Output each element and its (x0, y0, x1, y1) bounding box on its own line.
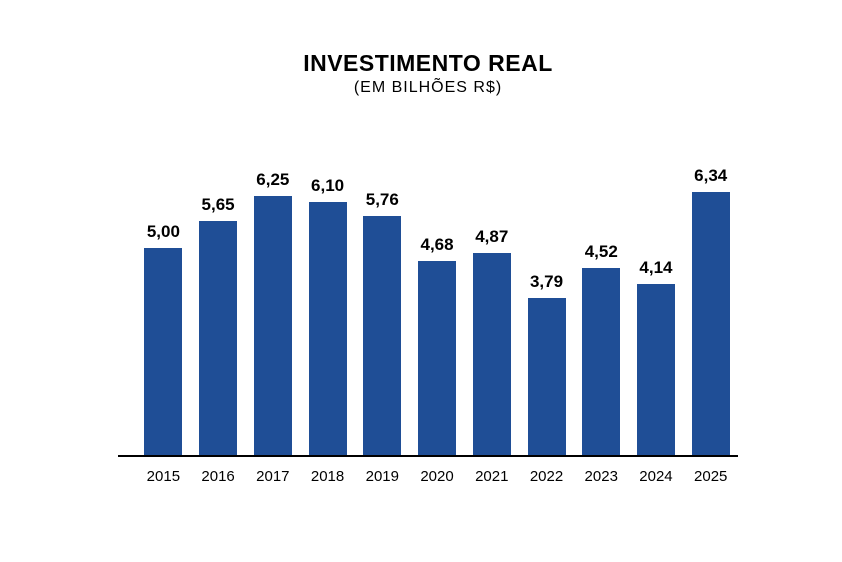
plot-area: 5,00 5,65 6,25 6,10 5,76 4,68 4,87 3,79 4,52 4,14… (118, 167, 738, 457)
bar (144, 248, 182, 455)
x-axis-label: 2025 (683, 468, 738, 485)
bar-value-label: 5,00 (147, 222, 180, 242)
bar (528, 298, 566, 455)
x-axis-label: 2016 (191, 468, 246, 485)
bar-value-label: 6,10 (311, 176, 344, 196)
bar-group: 5,00 (136, 222, 191, 455)
bar-value-label: 4,52 (585, 242, 618, 262)
bar (254, 196, 292, 455)
x-axis-label: 2020 (410, 468, 465, 485)
bar (309, 202, 347, 455)
bar-group: 4,68 (410, 235, 465, 455)
bar-group: 4,52 (574, 242, 629, 455)
x-axis-label: 2023 (574, 468, 629, 485)
x-axis-label: 2024 (629, 468, 684, 485)
bar-group: 4,14 (629, 258, 684, 456)
bar (582, 268, 620, 455)
bar-value-label: 5,76 (366, 190, 399, 210)
bar-group: 6,10 (300, 176, 355, 455)
bar-value-label: 4,68 (420, 235, 453, 255)
bar-group: 3,79 (519, 272, 574, 455)
bar-group: 5,65 (191, 195, 246, 455)
bar (473, 253, 511, 455)
bar (692, 192, 730, 455)
bar-group: 4,87 (464, 227, 519, 455)
bars-wrapper: 5,00 5,65 6,25 6,10 5,76 4,68 4,87 3,79 4,52 4,14… (136, 167, 738, 455)
bar-value-label: 5,65 (202, 195, 235, 215)
bar-group: 6,25 (245, 170, 300, 455)
bar-group: 5,76 (355, 190, 410, 455)
bar (637, 284, 675, 456)
x-axis-label: 2015 (136, 468, 191, 485)
x-axis-label: 2021 (464, 468, 519, 485)
bar-value-label: 4,14 (639, 258, 672, 278)
chart-subtitle: (EM BILHÕES R$) (118, 79, 738, 97)
chart-container: INVESTIMENTO REAL (EM BILHÕES R$) 5,005,… (118, 50, 738, 457)
bar (199, 221, 237, 455)
x-axis-label: 2019 (355, 468, 410, 485)
bar-group: 6,34 (683, 166, 738, 455)
x-axis-label: 2017 (245, 468, 300, 485)
bar (418, 261, 456, 455)
bar-value-label: 6,25 (256, 170, 289, 190)
chart-title: INVESTIMENTO REAL (118, 50, 738, 77)
x-axis-label: 2018 (300, 468, 355, 485)
bar (363, 216, 401, 455)
bar-value-label: 4,87 (475, 227, 508, 247)
bar-value-label: 6,34 (694, 166, 727, 186)
x-axis-label: 2022 (519, 468, 574, 485)
x-axis: 2015201620172018201920202021202220232024… (136, 468, 738, 485)
bar-value-label: 3,79 (530, 272, 563, 292)
